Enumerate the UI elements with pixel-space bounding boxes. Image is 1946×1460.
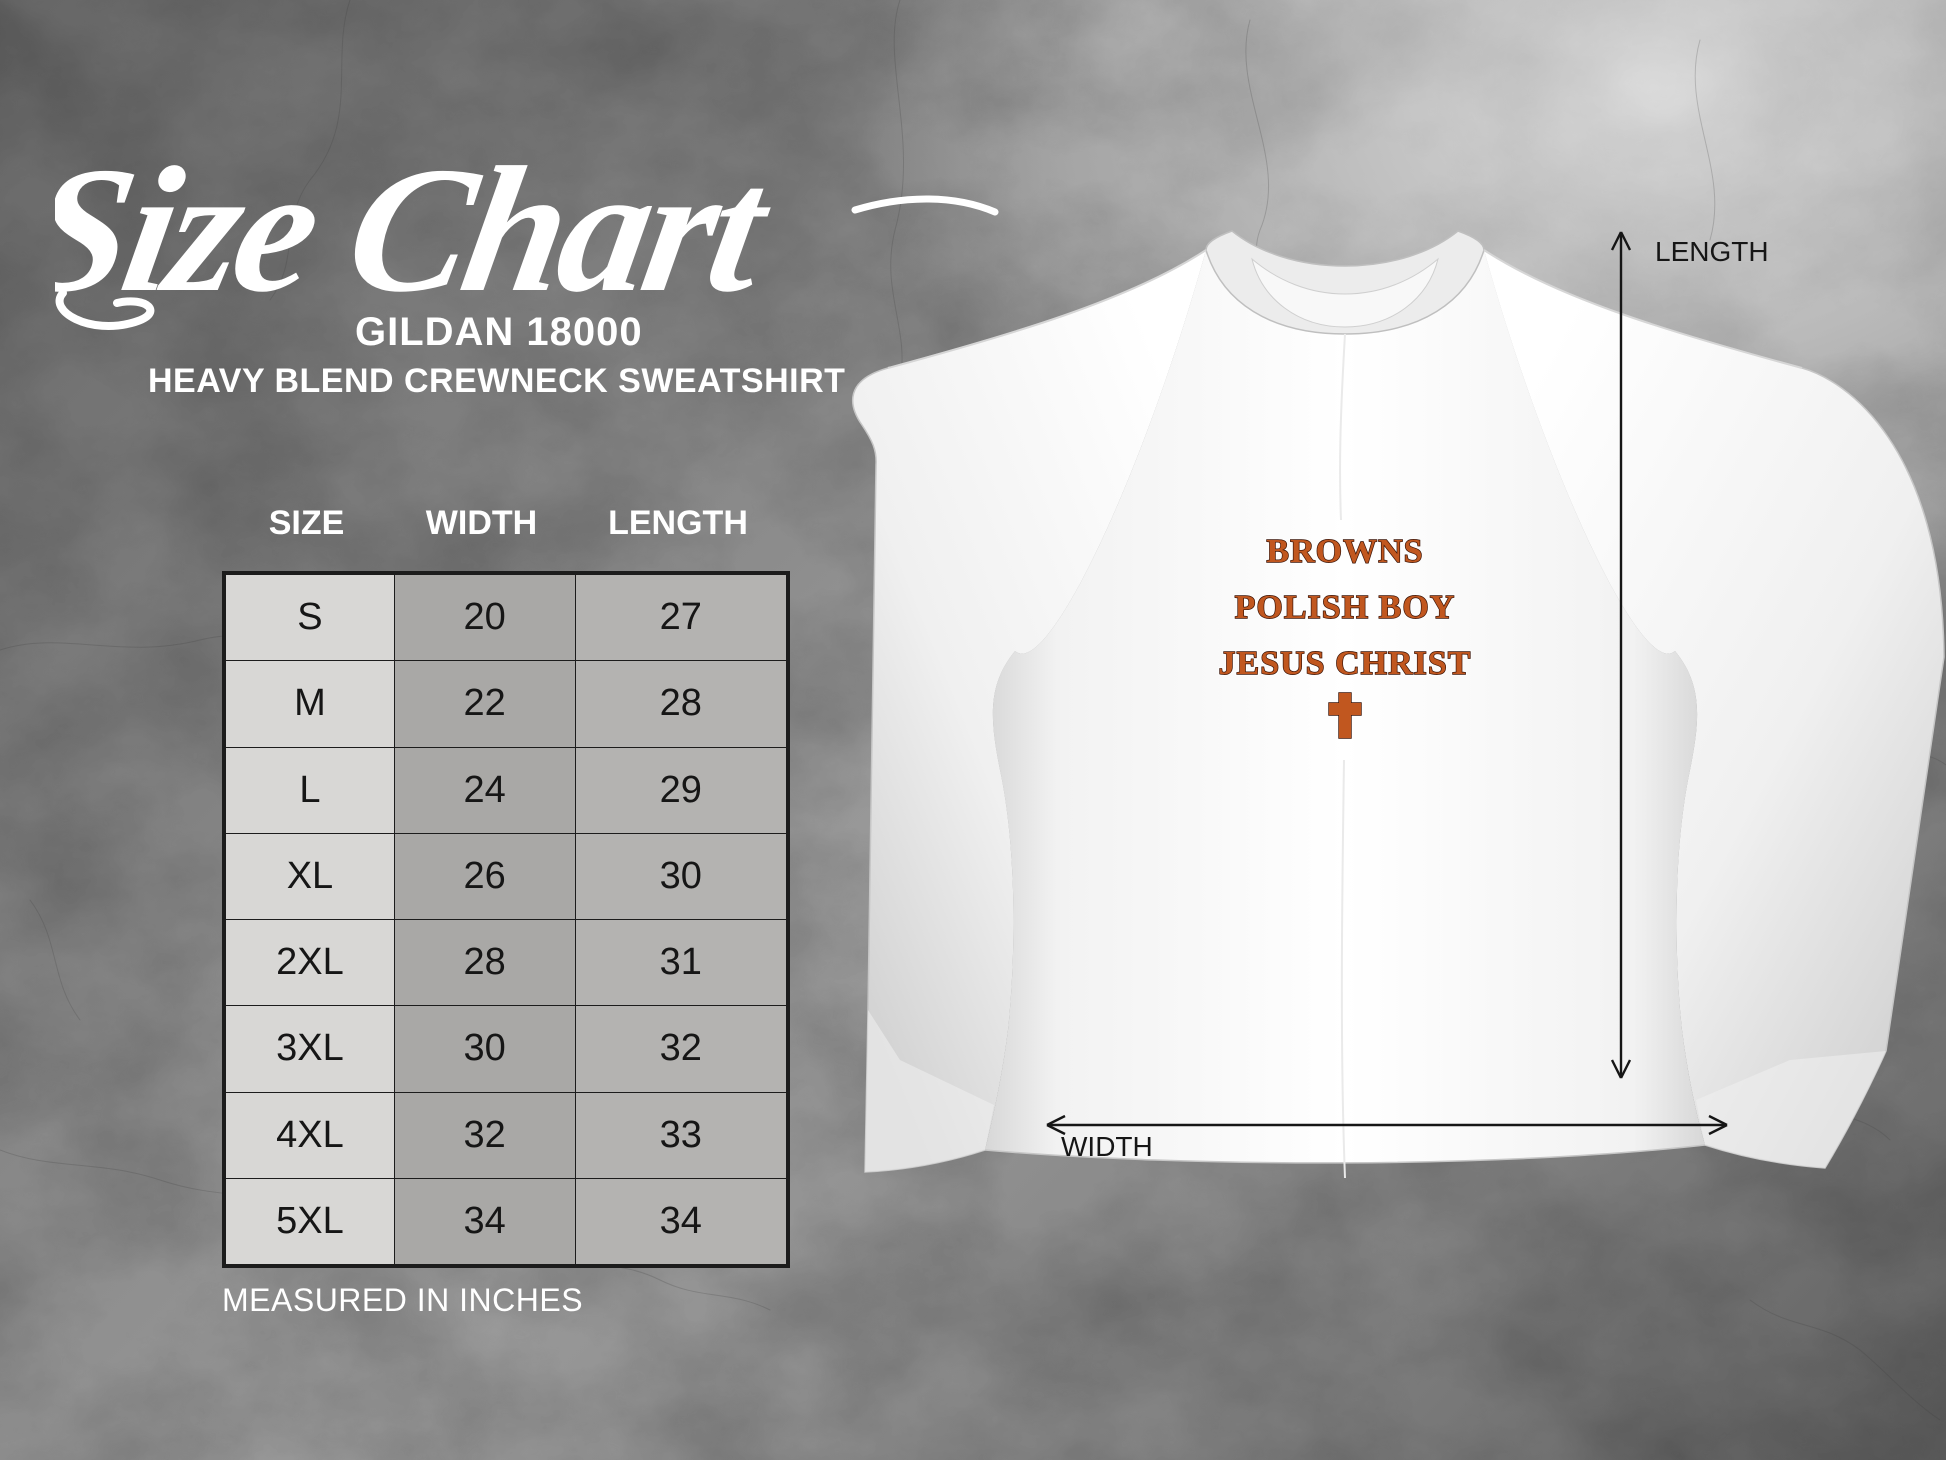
svg-text:WIDTH: WIDTH: [1061, 1131, 1153, 1162]
svg-text:BROWNS: BROWNS: [1266, 533, 1423, 570]
svg-text:POLISH BOY: POLISH BOY: [1235, 589, 1456, 626]
svg-text:LENGTH: LENGTH: [1655, 236, 1769, 267]
svg-text:JESUS CHRIST: JESUS CHRIST: [1219, 645, 1472, 682]
